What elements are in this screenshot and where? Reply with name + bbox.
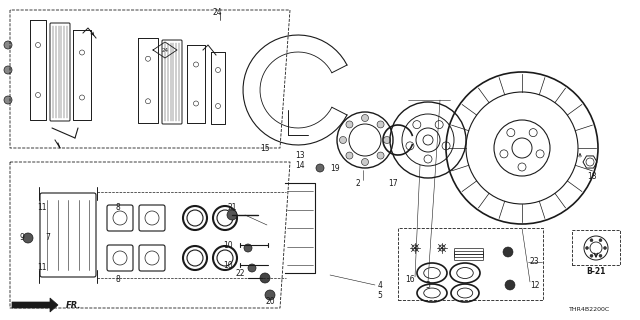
Circle shape bbox=[316, 164, 324, 172]
Circle shape bbox=[244, 244, 252, 252]
Text: 5: 5 bbox=[378, 291, 383, 300]
Circle shape bbox=[377, 121, 384, 128]
Circle shape bbox=[346, 121, 353, 128]
Text: 3: 3 bbox=[426, 281, 431, 290]
Circle shape bbox=[4, 96, 12, 104]
Text: 22: 22 bbox=[236, 268, 244, 277]
Text: 8: 8 bbox=[116, 203, 120, 212]
Text: 20: 20 bbox=[265, 298, 275, 307]
Text: 14: 14 bbox=[295, 161, 305, 170]
Circle shape bbox=[362, 115, 369, 122]
Text: 11: 11 bbox=[37, 263, 47, 273]
Circle shape bbox=[590, 254, 593, 257]
Text: 15: 15 bbox=[260, 143, 270, 153]
Text: 9: 9 bbox=[20, 234, 24, 243]
Circle shape bbox=[377, 152, 384, 159]
Circle shape bbox=[362, 158, 369, 165]
Text: FR.: FR. bbox=[66, 300, 81, 309]
Text: 24: 24 bbox=[212, 8, 221, 17]
Circle shape bbox=[586, 246, 589, 250]
Text: 2: 2 bbox=[356, 179, 360, 188]
Polygon shape bbox=[12, 298, 58, 312]
Circle shape bbox=[599, 254, 602, 257]
Circle shape bbox=[4, 66, 12, 74]
Text: 17: 17 bbox=[388, 179, 398, 188]
Text: 24: 24 bbox=[161, 47, 168, 52]
Circle shape bbox=[339, 137, 346, 143]
Text: B-21: B-21 bbox=[586, 268, 605, 276]
Text: 23: 23 bbox=[530, 258, 540, 267]
Circle shape bbox=[260, 273, 270, 283]
Text: 8: 8 bbox=[116, 276, 120, 284]
Text: 16: 16 bbox=[405, 276, 415, 284]
Circle shape bbox=[604, 246, 607, 250]
Text: THR4B2200C: THR4B2200C bbox=[569, 307, 610, 312]
Text: 12: 12 bbox=[531, 281, 540, 290]
Text: 21: 21 bbox=[227, 204, 237, 212]
Circle shape bbox=[227, 210, 237, 220]
Circle shape bbox=[4, 41, 12, 49]
Circle shape bbox=[599, 239, 602, 242]
Bar bbox=[398, 228, 543, 300]
Circle shape bbox=[503, 247, 513, 257]
Text: 10: 10 bbox=[223, 241, 233, 250]
Text: 10: 10 bbox=[223, 260, 233, 269]
Circle shape bbox=[265, 290, 275, 300]
Circle shape bbox=[383, 137, 390, 143]
Text: 19: 19 bbox=[330, 164, 340, 172]
Bar bbox=[572, 230, 620, 265]
Text: 18: 18 bbox=[588, 172, 596, 180]
Text: 13: 13 bbox=[295, 150, 305, 159]
Circle shape bbox=[505, 280, 515, 290]
Circle shape bbox=[23, 233, 33, 243]
Circle shape bbox=[248, 264, 256, 272]
Circle shape bbox=[346, 152, 353, 159]
Text: 7: 7 bbox=[45, 234, 51, 243]
Circle shape bbox=[590, 239, 593, 242]
Text: 4: 4 bbox=[378, 281, 383, 290]
Text: 11: 11 bbox=[37, 203, 47, 212]
